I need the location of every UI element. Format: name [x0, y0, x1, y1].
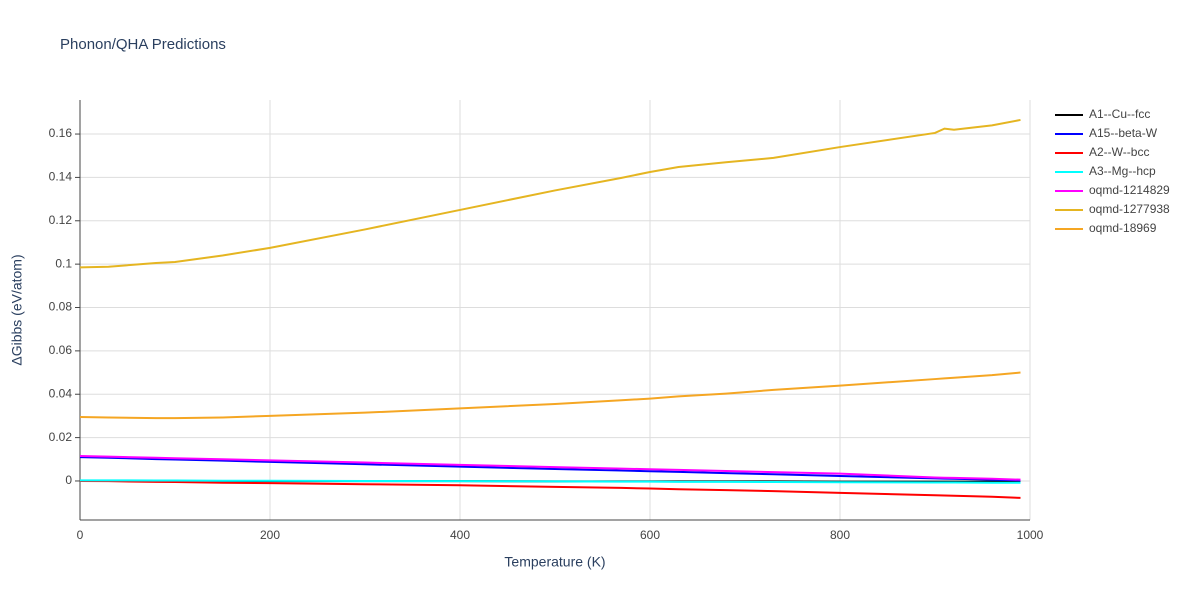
- series-line: [80, 479, 1021, 484]
- y-tick-label: 0.14: [49, 170, 73, 184]
- y-tick-label: 0.1: [55, 256, 72, 270]
- legend-label: oqmd-1214829: [1089, 183, 1170, 197]
- series-line: [79, 371, 1021, 420]
- legend-label: A2--W--bcc: [1089, 145, 1149, 159]
- x-tick-label: 200: [260, 528, 280, 542]
- y-tick-label: 0.08: [49, 300, 73, 314]
- y-tick-label: 0.06: [49, 343, 73, 357]
- x-tick-label: 1000: [1017, 528, 1044, 542]
- series-line: [79, 118, 1021, 269]
- x-tick-label: 0: [77, 528, 84, 542]
- legend-label: A1--Cu--fcc: [1089, 107, 1150, 121]
- x-tick-label: 800: [830, 528, 850, 542]
- y-tick-label: 0.04: [49, 386, 73, 400]
- y-tick-label: 0.02: [49, 430, 73, 444]
- y-tick-label: 0.16: [49, 126, 73, 140]
- legend-label: A3--Mg--hcp: [1089, 164, 1156, 178]
- chart-title: Phonon/QHA Predictions: [60, 36, 226, 53]
- legend-label: oqmd-1277938: [1089, 202, 1170, 216]
- y-tick-label: 0.12: [49, 213, 73, 227]
- y-tick-label: 0: [65, 473, 72, 487]
- legend-label: oqmd-18969: [1089, 221, 1157, 235]
- series-line: [79, 479, 1021, 499]
- legend-label: A15--beta-W: [1089, 126, 1158, 140]
- series-line: [79, 456, 1021, 482]
- x-tick-label: 600: [640, 528, 660, 542]
- y-axis-title: ΔGibbs (eV/atom): [9, 254, 25, 365]
- x-axis-title: Temperature (K): [504, 554, 605, 570]
- x-tick-label: 400: [450, 528, 470, 542]
- series-line: [79, 455, 1021, 481]
